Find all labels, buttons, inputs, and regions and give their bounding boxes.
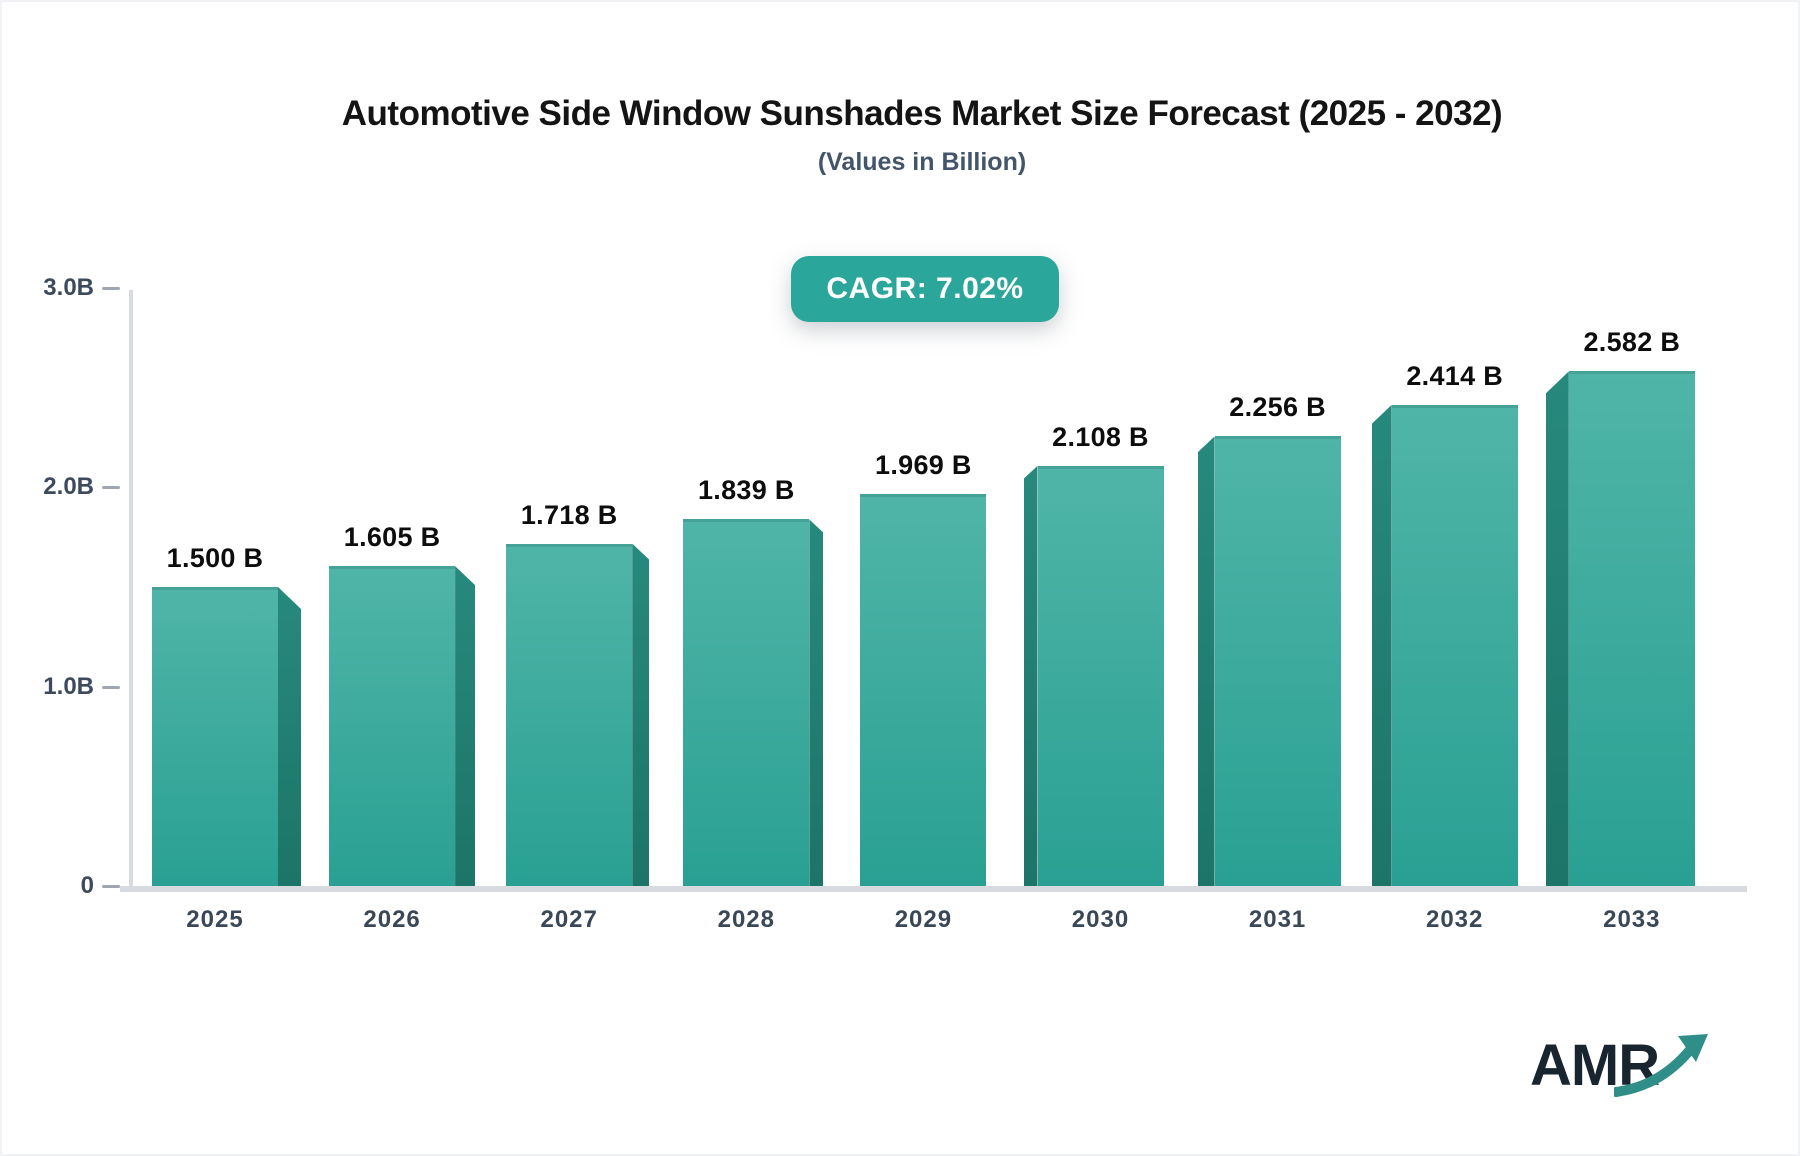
y-tick-dash bbox=[102, 885, 120, 888]
bar-side-2033 bbox=[1545, 371, 1569, 886]
x-tick-label-2028: 2028 bbox=[717, 906, 775, 933]
bar-side-2027 bbox=[632, 543, 650, 886]
bar-side-2031 bbox=[1197, 436, 1215, 886]
bar-value-label: 1.969 B bbox=[875, 449, 972, 480]
y-tick-label: 0 bbox=[80, 872, 94, 899]
bar-value-label: 2.256 B bbox=[1229, 392, 1326, 423]
bar-side-2030 bbox=[1023, 465, 1038, 886]
chart-title: Automotive Side Window Sunshades Market … bbox=[341, 94, 1503, 133]
y-tick-dash bbox=[102, 685, 120, 689]
bar-value-label: 2.414 B bbox=[1406, 360, 1504, 391]
bar-value-label: 1.718 B bbox=[520, 499, 618, 530]
bar-value-label: 1.839 B bbox=[697, 475, 795, 506]
bar-2030 bbox=[1037, 465, 1164, 886]
cagr-label: CAGR: 7.02% bbox=[826, 272, 1024, 305]
bar-value-label: 1.500 B bbox=[166, 543, 264, 574]
bar-2027 bbox=[506, 543, 633, 886]
x-tick-label-2029: 2029 bbox=[894, 906, 953, 933]
bar-2032 bbox=[1391, 404, 1518, 886]
bar-2028 bbox=[683, 519, 810, 886]
bar-2026 bbox=[329, 566, 456, 886]
cagr-badge: CAGR: 7.02% bbox=[791, 256, 1059, 322]
y-tick-label: 3.0B bbox=[43, 274, 94, 302]
x-tick-label-2026: 2026 bbox=[363, 906, 421, 933]
x-tick-label-2025: 2025 bbox=[186, 906, 244, 933]
growth-arrow-icon bbox=[1614, 1034, 1708, 1097]
amr-logo: AMR bbox=[1530, 1032, 1730, 1122]
bar-value-label: 1.605 B bbox=[343, 522, 441, 553]
x-tick-label-2027: 2027 bbox=[540, 906, 598, 933]
bar-side-2026 bbox=[455, 566, 476, 886]
y-axis-line bbox=[129, 290, 133, 886]
y-tick-dash bbox=[102, 287, 120, 291]
y-tick-label: 1.0B bbox=[43, 672, 94, 700]
bar-2029 bbox=[860, 493, 987, 886]
bar-side-2028 bbox=[809, 519, 824, 886]
x-tick-label-2033: 2033 bbox=[1603, 906, 1661, 933]
bar-2025 bbox=[152, 587, 278, 886]
bar-side-2032 bbox=[1371, 404, 1392, 886]
bar-side-2025 bbox=[278, 587, 301, 886]
y-tick-label: 2.0B bbox=[43, 473, 94, 501]
bar-value-label: 2.108 B bbox=[1052, 421, 1149, 452]
x-tick-label-2031: 2031 bbox=[1248, 906, 1307, 933]
bar-value-label: 2.582 B bbox=[1583, 327, 1681, 358]
bar-2033 bbox=[1568, 371, 1695, 886]
x-tick-label-2030: 2030 bbox=[1071, 906, 1130, 933]
bar-2031 bbox=[1214, 436, 1341, 886]
x-axis-line bbox=[120, 886, 1747, 892]
y-tick-dash bbox=[102, 486, 120, 490]
x-tick-label-2032: 2032 bbox=[1425, 906, 1484, 933]
chart-subtitle: (Values in Billion) bbox=[817, 148, 1027, 176]
